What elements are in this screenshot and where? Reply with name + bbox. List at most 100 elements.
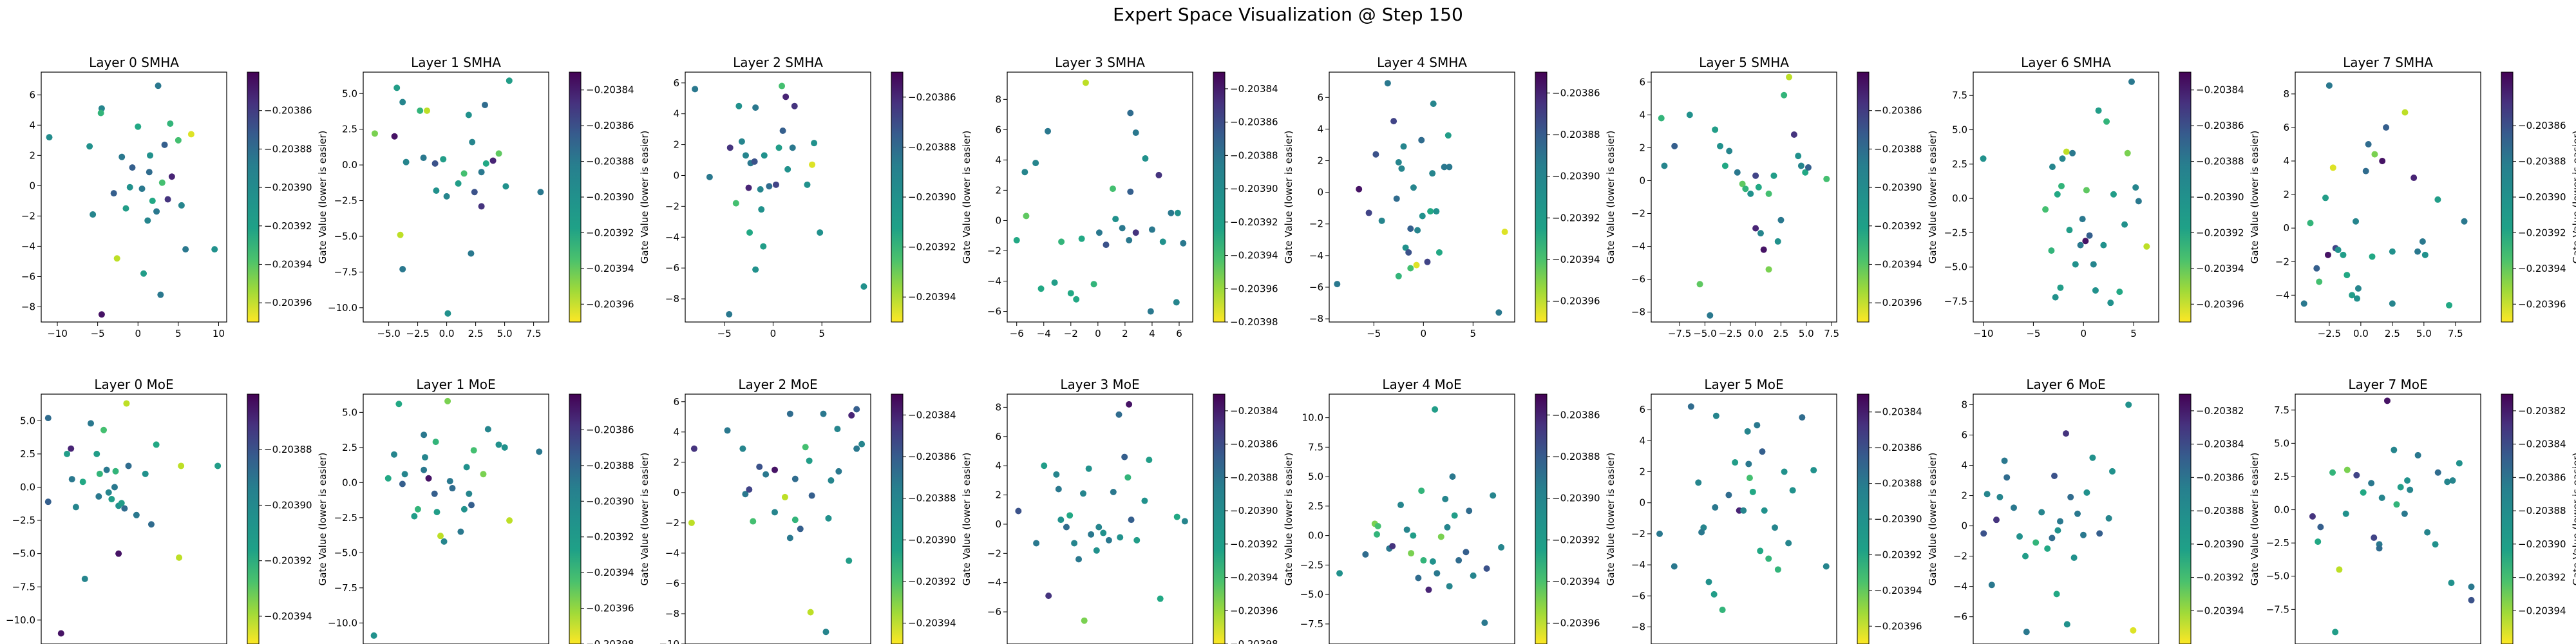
data-point bbox=[1781, 468, 1788, 475]
data-point bbox=[111, 484, 118, 491]
data-point bbox=[399, 480, 406, 488]
y-tick-label: 0.0 bbox=[342, 477, 357, 488]
data-point bbox=[1365, 209, 1372, 216]
colorbar-tick-label: −0.20386 bbox=[2518, 120, 2566, 131]
data-point bbox=[44, 498, 52, 506]
colorbar-tick-label: −0.20390 bbox=[586, 495, 634, 507]
y-tick-label: −4 bbox=[1631, 241, 1645, 252]
plot-area bbox=[41, 393, 227, 644]
chart-panel: Layer 1 MoE−5.0−2.50.02.55.07.5−10.0−7.5… bbox=[328, 377, 650, 644]
colorbar-label: Gate Value (lower is easier) bbox=[1605, 453, 1616, 586]
colorbar-tick-label: −0.20384 bbox=[2196, 84, 2244, 96]
data-point bbox=[495, 441, 502, 448]
colorbar-tick-label: −0.20388 bbox=[264, 143, 312, 155]
data-point bbox=[1395, 158, 1402, 166]
data-point bbox=[2342, 510, 2349, 517]
data-point bbox=[726, 311, 733, 318]
chart-panel: Layer 7 MoE−6−4−20246−7.5−5.0−2.50.02.55… bbox=[2266, 377, 2576, 644]
data-point bbox=[44, 415, 52, 422]
chart-panel: Layer 4 SMHA −5 0 5 −8 −6 −4 −2 0 2 4 6 −0.20386 −0.2… bbox=[1309, 55, 1616, 339]
data-point bbox=[2110, 191, 2117, 198]
data-point bbox=[2407, 486, 2414, 493]
y-tick-label: −8 bbox=[665, 293, 679, 305]
data-point bbox=[2107, 299, 2114, 307]
data-point bbox=[1408, 550, 1415, 557]
plot-area bbox=[363, 71, 549, 323]
data-point bbox=[735, 102, 743, 109]
data-point bbox=[1725, 491, 1732, 498]
data-point bbox=[142, 470, 149, 477]
y-tick-label: 8 bbox=[995, 93, 1001, 105]
data-point bbox=[2052, 294, 2059, 301]
y-tick-label: −5.0 bbox=[2266, 571, 2289, 582]
data-point bbox=[108, 496, 115, 503]
data-point bbox=[2353, 218, 2360, 225]
data-point bbox=[1823, 175, 1830, 182]
y-tick-label: 2 bbox=[1639, 142, 1645, 153]
y-tick-label: −8 bbox=[1631, 307, 1645, 318]
data-point bbox=[1980, 155, 1987, 162]
data-point bbox=[431, 160, 439, 167]
colorbar-tick-label: −0.20390 bbox=[264, 182, 312, 193]
data-point bbox=[125, 462, 132, 469]
data-point bbox=[1053, 471, 1060, 478]
colorbar-tick-label: −0.20394 bbox=[1874, 585, 1922, 596]
colorbar-tick-label: −0.20392 bbox=[586, 227, 634, 238]
colorbar-tick-label: −0.20388 bbox=[2196, 156, 2244, 167]
data-point bbox=[1786, 73, 1793, 80]
data-point bbox=[2354, 285, 2362, 292]
colorbar bbox=[247, 71, 260, 323]
data-point bbox=[1760, 246, 1767, 253]
data-point bbox=[1418, 488, 1425, 495]
data-point bbox=[1810, 467, 1817, 474]
y-tick-label: −8 bbox=[21, 301, 35, 312]
data-point bbox=[397, 231, 404, 238]
y-tick-label: 5.0 bbox=[1308, 471, 1323, 482]
data-point bbox=[2322, 194, 2329, 202]
y-tick-label: 0 bbox=[995, 518, 1001, 530]
data-point bbox=[1045, 592, 1052, 600]
data-point bbox=[797, 526, 804, 533]
data-point bbox=[158, 179, 166, 186]
data-point bbox=[1133, 536, 1141, 544]
data-point bbox=[820, 410, 827, 417]
data-point bbox=[1115, 411, 1122, 418]
panel-title: Layer 5 SMHA bbox=[1699, 55, 1789, 70]
data-point bbox=[688, 519, 695, 526]
colorbar-tick-label: −0.20394 bbox=[586, 263, 634, 274]
data-point bbox=[732, 200, 739, 207]
colorbar-tick-label: −0.20396 bbox=[1230, 605, 1278, 616]
colorbar-tick-label: −0.20386 bbox=[1552, 87, 1600, 99]
y-tick-label: 2 bbox=[995, 489, 1001, 501]
data-point bbox=[1435, 249, 1443, 256]
data-point bbox=[690, 445, 697, 452]
colorbar-tick-label: −0.20388 bbox=[1230, 471, 1278, 483]
colorbar-tick-label: −0.20384 bbox=[1230, 405, 1278, 417]
x-tick-label: −2.5 bbox=[406, 328, 429, 339]
y-tick-label: −2 bbox=[987, 547, 1001, 559]
data-point bbox=[1103, 242, 1110, 249]
data-point bbox=[808, 492, 815, 499]
x-tick-label: −2 bbox=[1064, 328, 1078, 339]
data-point bbox=[2063, 148, 2070, 155]
data-point bbox=[97, 109, 104, 117]
colorbar bbox=[2501, 393, 2514, 644]
y-tick-label: 2.5 bbox=[342, 124, 357, 135]
data-point bbox=[1441, 164, 1448, 171]
data-point bbox=[370, 632, 377, 639]
data-point bbox=[149, 197, 156, 204]
data-point bbox=[1374, 522, 1381, 529]
colorbar-tick-label: −0.20394 bbox=[264, 258, 312, 270]
data-point bbox=[537, 189, 544, 196]
data-point bbox=[421, 431, 428, 439]
data-point bbox=[1126, 237, 1133, 244]
data-point bbox=[750, 518, 757, 525]
colorbar bbox=[891, 393, 904, 644]
y-tick-label: 0 bbox=[1317, 187, 1323, 198]
y-tick-label: −5.0 bbox=[12, 548, 35, 560]
y-tick-label: −7.5 bbox=[2266, 603, 2289, 615]
data-point bbox=[1777, 216, 1785, 223]
data-point bbox=[2135, 198, 2142, 205]
data-point bbox=[2044, 545, 2051, 552]
